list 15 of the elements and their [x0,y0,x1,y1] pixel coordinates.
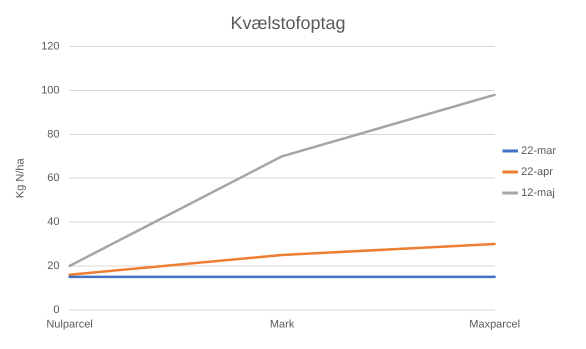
chart-title: Kvælstofoptag [230,12,346,33]
legend-label: 22-apr [521,166,554,178]
x-tick-label: Mark [270,318,295,330]
x-tick-label: Nulparcel [46,318,93,330]
y-tick-label: 100 [41,84,60,96]
legend-label: 22-mar [521,145,556,158]
y-tick-label: 120 [41,40,60,53]
y-tick-label: 20 [47,260,60,272]
y-tick-label: 40 [47,216,60,228]
y-tick-label: 60 [47,172,60,184]
x-tick-label: Maxparcel [469,318,520,330]
y-tick-label: 0 [53,304,60,316]
y-tick-label: 80 [47,128,60,140]
y-axis-title: Kg N/ha [14,157,27,198]
legend-label: 12-maj [521,187,555,200]
